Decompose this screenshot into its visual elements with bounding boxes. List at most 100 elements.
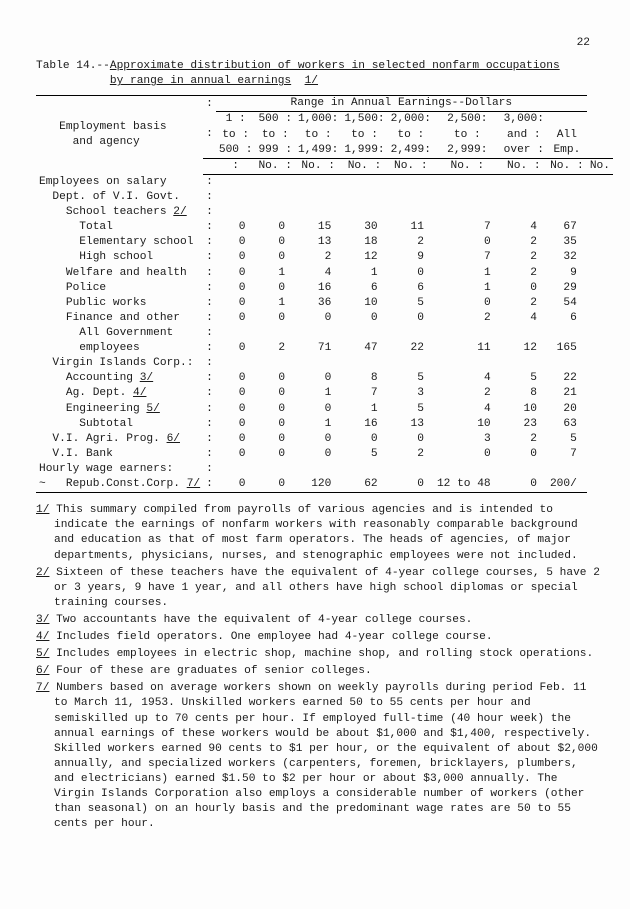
row-label: V.I. Agri. Prog. 6/ [36,432,203,447]
cell-value: 1 [295,386,341,401]
colon: : [203,112,216,158]
colon: : [203,462,216,477]
cell-value [501,462,547,477]
cell-value [434,190,501,205]
cell-value: 0 [295,447,341,462]
cell-value: 63 [547,417,587,432]
cell-value: 0 [216,235,256,250]
row-label: Engineering 5/ [36,402,203,417]
cell-value [295,356,341,371]
cell-value: 0 [255,281,295,296]
row-label: School teachers 2/ [36,205,203,220]
cell-value [388,326,434,341]
cell-value [501,205,547,220]
cell-value: 3 [434,432,501,447]
cell-value [501,326,547,341]
cell-value: 1 [341,266,387,281]
cell-value: 9 [547,266,587,281]
cell-value: 0 [255,432,295,447]
cell-value: 0 [388,432,434,447]
cell-value [216,326,256,341]
colon: : [216,158,256,174]
row-label: Ag. Dept. 4/ [36,386,203,401]
cell-value: 0 [216,341,256,356]
cell-value: 2 [501,296,547,311]
cell-value: 0 [216,311,256,326]
cell-value: 0 [255,235,295,250]
cell-value: 1 [255,296,295,311]
cell-value: 0 [216,250,256,265]
row-label: Employees on salary [36,174,203,190]
colon: : [203,174,216,190]
cell-value: 4 [501,220,547,235]
row-label: All Government [36,326,203,341]
table-title: Table 14.--Approximate distribution of w… [36,59,600,89]
cell-value [434,326,501,341]
footnote: 4/ Includes field operators. One employe… [54,630,600,645]
cell-value [295,326,341,341]
cell-value: 2 [501,266,547,281]
cell-value: 7 [341,386,387,401]
cell-value [547,462,587,477]
cell-value: 120 [295,477,341,493]
cell-value: 0 [216,402,256,417]
cell-value: 2 [295,250,341,265]
unit: No. : [547,158,587,174]
cell-value: 13 [388,417,434,432]
footnote: 1/ This summary compiled from payrolls o… [54,503,600,563]
cell-value: 2 [501,235,547,250]
cell-value: 0 [255,447,295,462]
cell-value [501,356,547,371]
footnote: 5/ Includes employees in electric shop, … [54,647,600,662]
cell-value: 18 [341,235,387,250]
title-prefix: Table 14.-- [36,60,110,72]
title-footnote-ref: 1/ [305,75,318,87]
unit: No. : [501,158,547,174]
cell-value: 29 [547,281,587,296]
cell-value: 8 [341,371,387,386]
earnings-table: Employment basis and agency : Range in A… [36,95,613,493]
cell-value [295,205,341,220]
colon: : [203,356,216,371]
col-head: 2,000:to :2,499: [388,112,434,158]
cell-value: 0 [295,371,341,386]
cell-value: 12 to 48 [434,477,501,493]
row-label: Virgin Islands Corp.: [36,356,203,371]
colon: : [203,386,216,401]
colon: : [203,235,216,250]
cell-value [255,356,295,371]
cell-value: 6 [341,281,387,296]
cell-value: 54 [547,296,587,311]
cell-value: 0 [255,250,295,265]
row-label: Public works [36,296,203,311]
unit: No. : [255,158,295,174]
cell-value: 2 [501,250,547,265]
colon: : [203,281,216,296]
col-head: 3,000:and :over : [501,112,547,158]
cell-value [341,190,387,205]
cell-value: 4 [434,371,501,386]
row-label: employees [36,341,203,356]
cell-value: 0 [255,371,295,386]
cell-value [434,462,501,477]
cell-value: 0 [434,447,501,462]
cell-value: 0 [216,220,256,235]
cell-value: 36 [295,296,341,311]
unit: No. : [388,158,434,174]
cell-value [216,462,256,477]
footnote: 6/ Four of these are graduates of senior… [54,664,600,679]
row-label: Hourly wage earners: [36,462,203,477]
cell-value [434,205,501,220]
colon: : [203,432,216,447]
cell-value: 6 [388,281,434,296]
cell-value: 7 [547,447,587,462]
cell-value: 0 [216,477,256,493]
cell-value: 2 [388,447,434,462]
row-label: Welfare and health [36,266,203,281]
colon: : [203,96,216,112]
cell-value: 5 [388,371,434,386]
cell-value: 0 [388,311,434,326]
page-number: 22 [36,36,600,51]
cell-value: 5 [501,371,547,386]
cell-value: 22 [388,341,434,356]
